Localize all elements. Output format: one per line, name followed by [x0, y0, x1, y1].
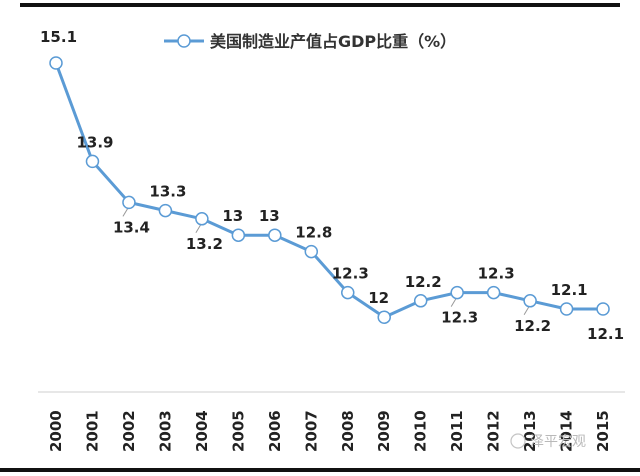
data-point — [596, 302, 610, 316]
x-tick-label: 2002 — [120, 410, 138, 452]
legend-marker — [177, 34, 191, 48]
x-tick-label: 2013 — [521, 410, 539, 452]
data-label: 12.3 — [441, 309, 478, 327]
x-tick-label: 2001 — [83, 410, 101, 452]
data-point — [304, 244, 319, 259]
plot-area: 15.113.913.413.313.213 1312.812.31212.212… — [40, 28, 624, 452]
data-label: 13.2 — [186, 235, 223, 253]
x-tick-label: 2008 — [339, 410, 357, 452]
data-label: 12.8 — [295, 224, 332, 242]
data-point — [523, 294, 537, 308]
data-label: 13.9 — [76, 133, 113, 151]
data-label: 13.3 — [149, 183, 186, 201]
legend-label: 美国制造业产值占GDP比重（%） — [210, 32, 456, 51]
data-point — [158, 203, 173, 218]
data-point — [486, 285, 501, 300]
data-point — [195, 212, 209, 226]
data-label: 12.3 — [478, 265, 515, 283]
data-label: 13 — [259, 207, 280, 225]
data-point — [268, 228, 282, 242]
x-tick-label: 2012 — [485, 410, 503, 452]
data-label: 12.2 — [514, 317, 551, 335]
legend: 美国制造业产值占GDP比重（%） — [164, 32, 456, 51]
watermark-text: 泽平宏观 — [530, 434, 586, 450]
x-tick-label: 2003 — [156, 410, 174, 452]
data-point — [341, 285, 355, 300]
data-label: 12.2 — [405, 273, 442, 291]
data-point — [559, 302, 574, 316]
data-point — [413, 294, 428, 308]
series-line — [54, 62, 604, 319]
data-label: 15.1 — [40, 28, 77, 46]
x-tick-label: 2005 — [229, 410, 247, 452]
data-label: 13 — [222, 207, 243, 225]
data-label: 12.3 — [332, 265, 369, 283]
x-tick-label: 2011 — [448, 410, 466, 452]
data-label: 12.1 — [587, 325, 624, 343]
watermark-logo-icon — [510, 433, 526, 449]
x-tick-label: 2009 — [375, 410, 393, 452]
x-tick-label: 2015 — [594, 410, 612, 452]
data-point — [85, 154, 100, 169]
x-tick-label: 2004 — [193, 410, 211, 452]
data-label: 12 — [368, 289, 389, 307]
x-tick-label: 2010 — [412, 410, 430, 452]
data-label: 13.4 — [113, 218, 150, 236]
data-label: 12.1 — [551, 281, 588, 299]
watermark: 泽平宏观 — [510, 433, 586, 450]
data-point — [122, 195, 136, 210]
data-point — [450, 285, 464, 300]
data-point — [49, 56, 63, 70]
x-tick-label: 2014 — [558, 410, 576, 452]
x-tick-label: 2007 — [302, 410, 320, 452]
x-tick-label: 2000 — [47, 410, 65, 452]
x-tick-label: 2006 — [266, 410, 284, 452]
data-point — [377, 310, 391, 324]
data-point — [231, 228, 246, 242]
